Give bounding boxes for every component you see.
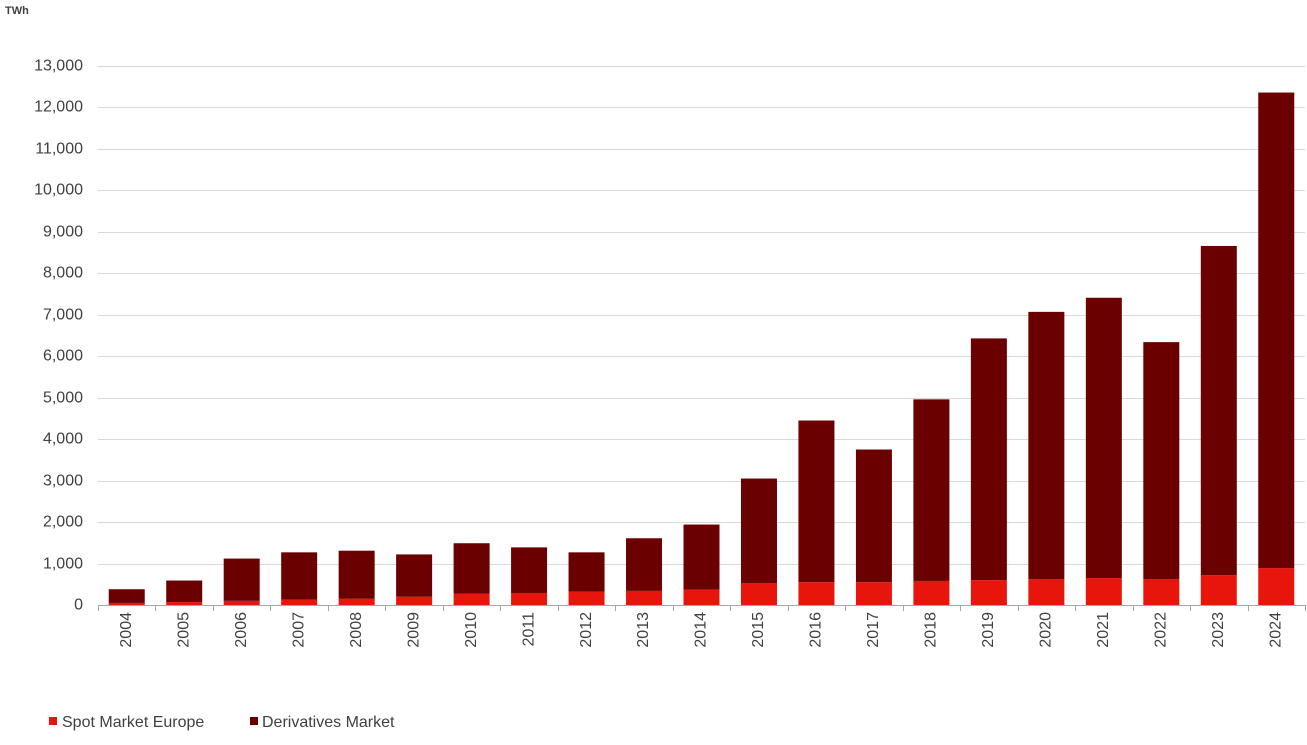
legend-item-spot-market-europe: Spot Market Europe	[49, 714, 204, 731]
legend-swatch-derivatives-market	[250, 717, 258, 725]
x-tick-label: 2018	[923, 612, 940, 648]
legend-label-derivatives-market: Derivatives Market	[262, 714, 395, 731]
x-tick-label: 2004	[118, 612, 135, 648]
y-tick-label: 9,000	[43, 224, 83, 241]
bar-derivatives-market-2019	[970, 338, 1007, 581]
bar-derivatives-market-2007	[281, 552, 318, 600]
bar-spot-market-europe-2008	[338, 598, 375, 605]
bar-derivatives-market-2006	[223, 558, 260, 601]
x-tick-label: 2021	[1095, 612, 1112, 648]
legend: Spot Market Europe Derivatives Market	[49, 714, 395, 731]
x-tick-label: 2016	[808, 612, 825, 648]
bar-derivatives-market-2018	[913, 399, 950, 581]
bar-derivatives-market-2013	[626, 538, 663, 591]
y-axis-labels: 0 1,000 2,000 3,000 4,000 5,000 6,000 7,000 8,00…	[34, 58, 83, 614]
y-tick-label: 6,000	[43, 348, 83, 365]
x-tick-label: 2022	[1153, 612, 1170, 648]
bar-derivatives-market-2004	[108, 589, 145, 603]
x-tick-label: 2012	[578, 612, 595, 648]
x-tick-label: 2006	[233, 612, 250, 648]
bar-spot-market-europe-2006	[223, 600, 260, 605]
y-tick-label: 3,000	[43, 473, 83, 490]
bar-derivatives-market-2023	[1200, 245, 1237, 576]
bar-derivatives-market-2010	[453, 543, 490, 594]
bar-derivatives-market-2021	[1085, 297, 1122, 579]
y-tick-label: 13,000	[34, 58, 83, 75]
bar-derivatives-market-2022	[1143, 342, 1180, 580]
bar-derivatives-market-2015	[740, 478, 777, 584]
bar-spot-market-europe-2018	[913, 580, 950, 605]
bar-derivatives-market-2017	[855, 449, 892, 583]
bar-spot-market-europe-2016	[798, 582, 835, 605]
x-tick-label: 2024	[1267, 612, 1284, 648]
bar-spot-market-europe-2023	[1200, 575, 1237, 605]
y-axis-unit-label: TWh	[5, 5, 29, 17]
x-axis	[98, 605, 1306, 611]
y-tick-label: 8,000	[43, 265, 83, 282]
x-tick-label: 2007	[290, 612, 307, 648]
bar-spot-market-europe-2020	[1028, 579, 1065, 605]
x-axis-labels: 2004 2005 2006 2007 2008 2009 2010 2011 2012 2013…	[118, 612, 1285, 648]
bar-spot-market-europe-2010	[453, 593, 490, 605]
x-tick-label: 2023	[1210, 612, 1227, 648]
bars	[108, 92, 1295, 605]
y-tick-label: 0	[74, 597, 83, 614]
y-tick-label: 11,000	[35, 141, 83, 158]
legend-swatch-spot-market-europe	[49, 717, 57, 725]
bar-spot-market-europe-2005	[166, 602, 203, 605]
bar-spot-market-europe-2013	[626, 590, 663, 605]
bar-derivatives-market-2012	[568, 552, 605, 592]
bar-derivatives-market-2020	[1028, 311, 1065, 580]
gridlines	[98, 66, 1305, 565]
bar-spot-market-europe-2014	[683, 589, 720, 605]
bar-spot-market-europe-2015	[740, 583, 777, 605]
bar-derivatives-market-2005	[166, 580, 203, 603]
bar-spot-market-europe-2009	[396, 596, 433, 605]
x-tick-label: 2008	[348, 612, 365, 648]
bar-spot-market-europe-2004	[108, 602, 145, 605]
bar-spot-market-europe-2019	[970, 580, 1007, 605]
x-tick-label: 2005	[175, 612, 192, 648]
bar-spot-market-europe-2012	[568, 591, 605, 605]
y-tick-label: 10,000	[34, 182, 83, 199]
y-tick-label: 2,000	[43, 514, 83, 531]
x-tick-label: 2011	[520, 612, 537, 647]
bar-derivatives-market-2016	[798, 420, 835, 583]
y-tick-label: 5,000	[43, 390, 83, 407]
bar-derivatives-market-2009	[396, 554, 433, 597]
y-tick-label: 7,000	[43, 307, 83, 324]
bar-spot-market-europe-2011	[511, 592, 548, 605]
bar-derivatives-market-2024	[1258, 92, 1295, 569]
legend-item-derivatives-market: Derivatives Market	[250, 714, 395, 731]
x-tick-label: 2013	[635, 612, 652, 648]
bar-spot-market-europe-2007	[281, 599, 318, 605]
bar-derivatives-market-2008	[338, 550, 375, 599]
x-tick-label: 2015	[750, 612, 767, 648]
bar-spot-market-europe-2022	[1143, 579, 1180, 605]
x-tick-label: 2014	[693, 612, 710, 648]
bar-derivatives-market-2014	[683, 524, 720, 590]
y-tick-label: 4,000	[43, 431, 83, 448]
legend-label-spot-market-europe: Spot Market Europe	[62, 714, 204, 731]
x-tick-label: 2010	[463, 612, 480, 648]
bar-derivatives-market-2011	[511, 547, 548, 593]
bar-spot-market-europe-2021	[1085, 578, 1122, 605]
y-tick-label: 12,000	[34, 99, 83, 116]
y-tick-label: 1,000	[43, 556, 83, 573]
x-tick-label: 2019	[980, 612, 997, 648]
x-tick-label: 2020	[1038, 612, 1055, 648]
x-tick-label: 2009	[405, 612, 422, 648]
x-tick-label: 2017	[865, 612, 882, 648]
bar-spot-market-europe-2024	[1258, 568, 1295, 605]
bar-spot-market-europe-2017	[855, 582, 892, 605]
